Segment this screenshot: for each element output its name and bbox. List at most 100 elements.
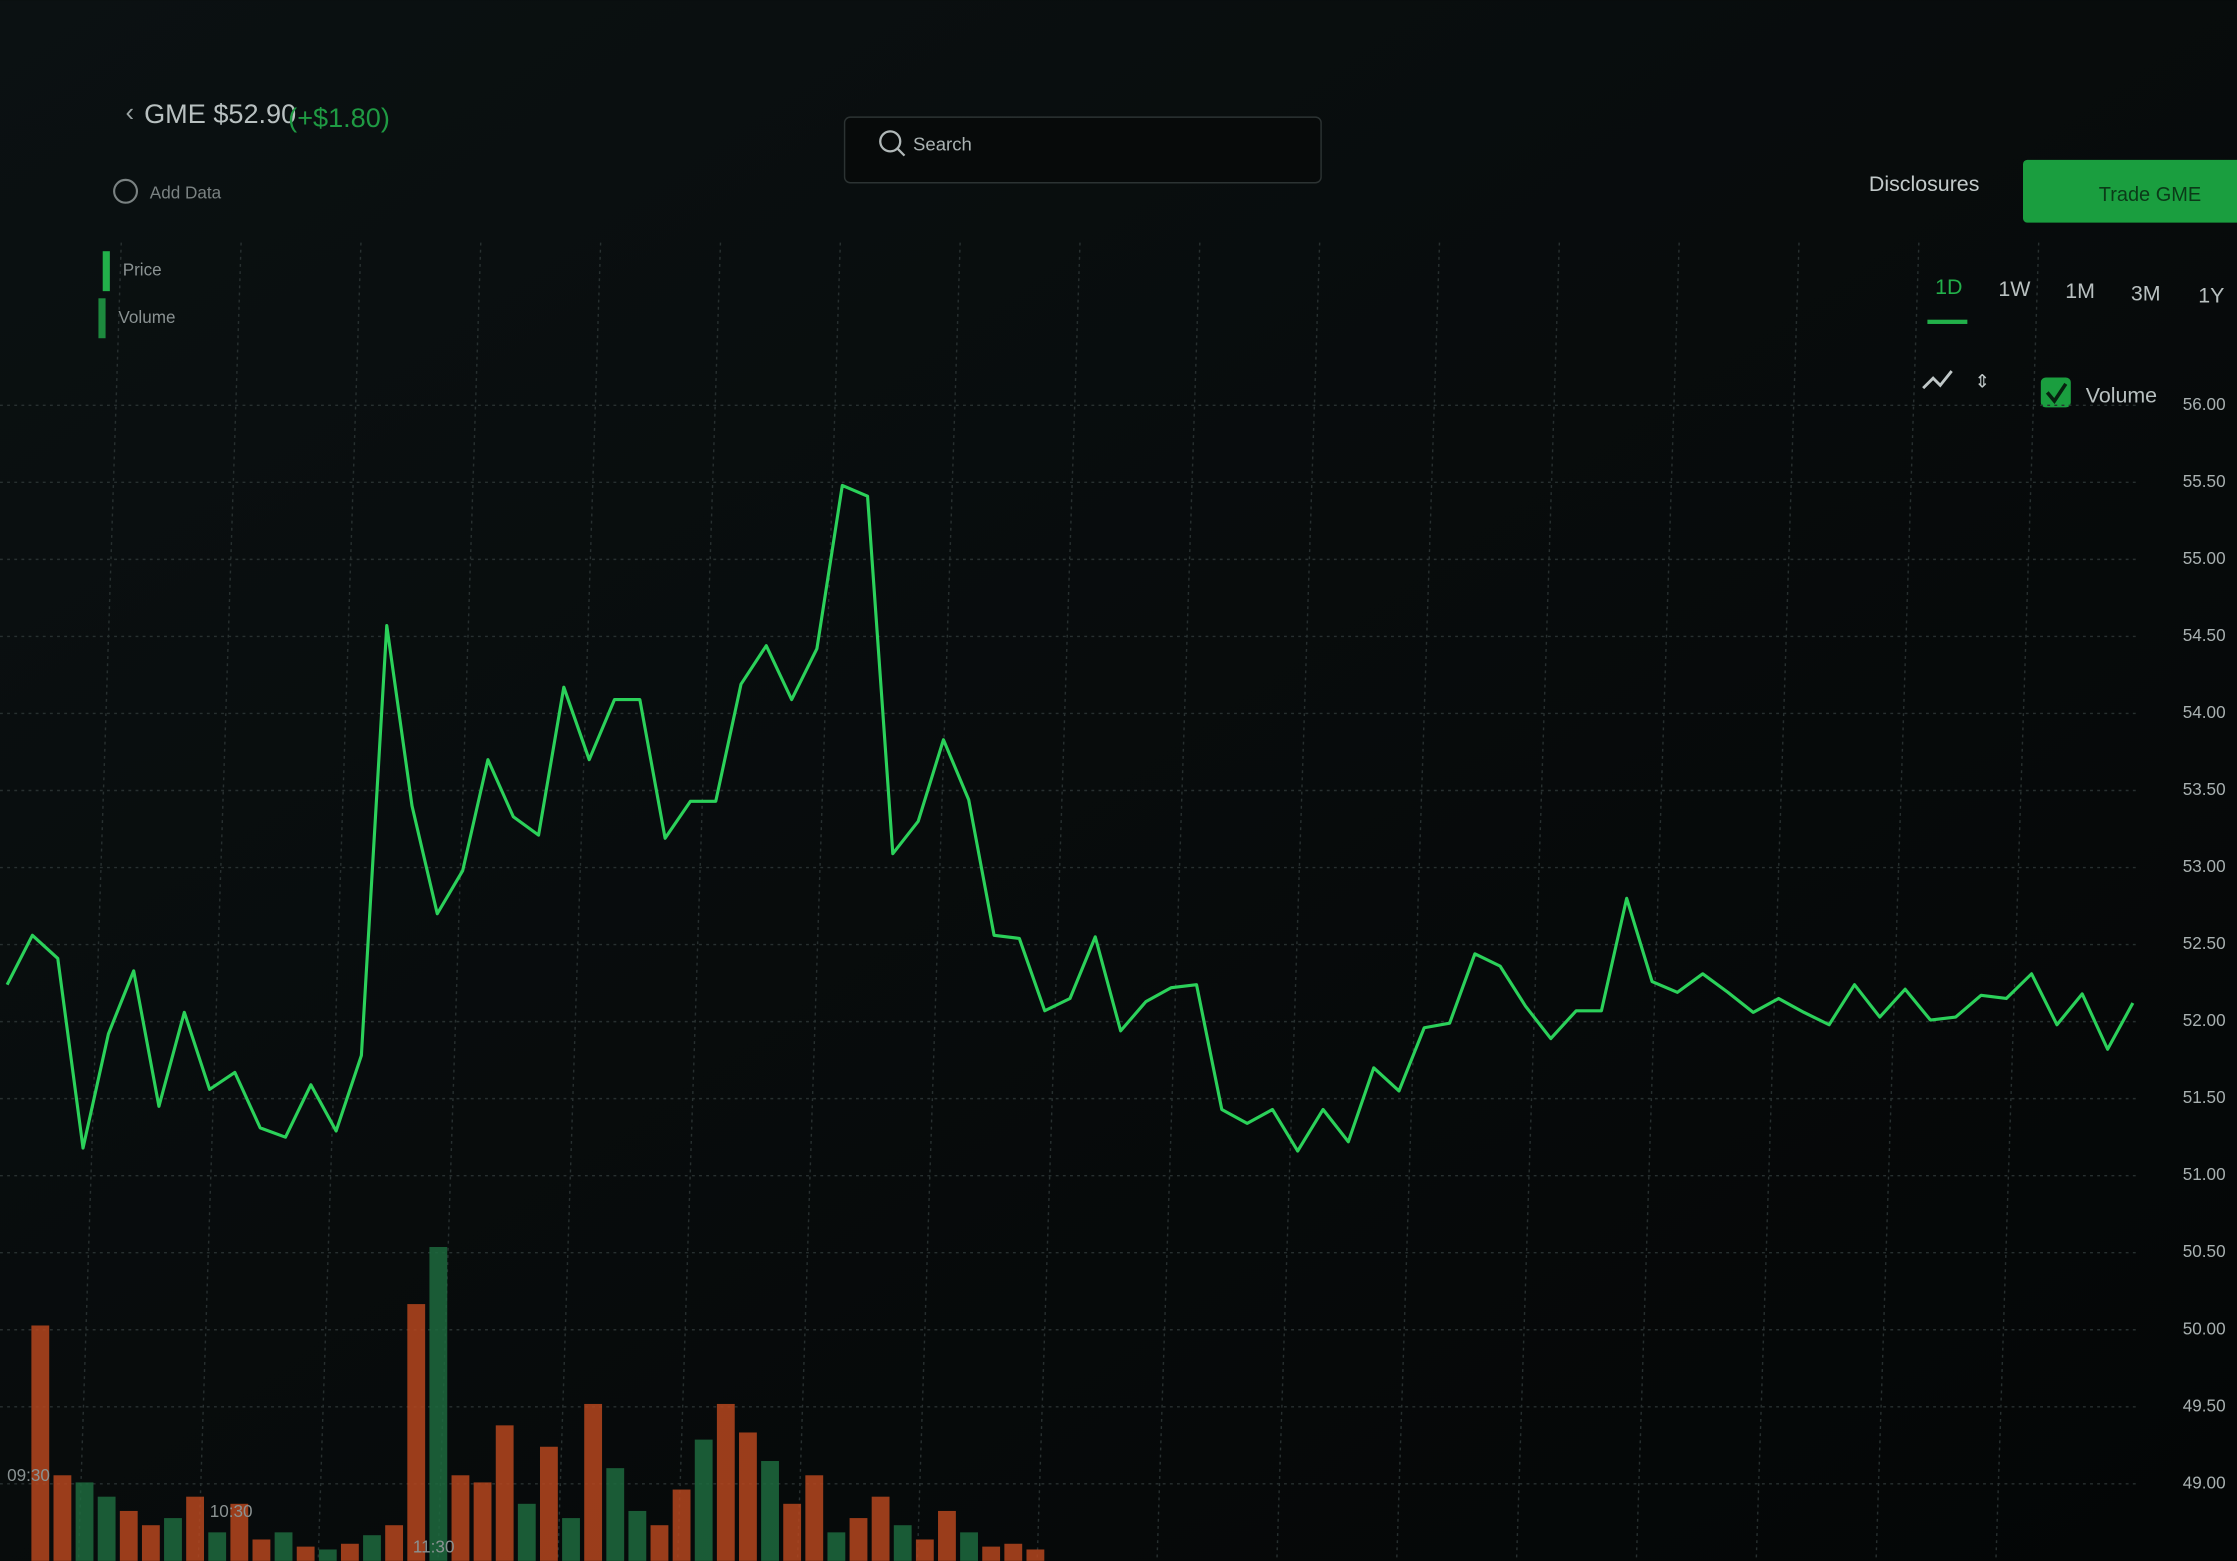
ticker-price: GME $52.90 xyxy=(144,98,296,129)
y-tick-label: 50.00 xyxy=(2183,1319,2226,1338)
legend-swatch[interactable] xyxy=(98,298,106,339)
volume-bar xyxy=(960,1532,978,1561)
y-tick-label: 53.00 xyxy=(2183,857,2226,876)
vertical-grid xyxy=(1755,242,1800,1561)
search-placeholder: Search xyxy=(913,134,972,155)
range-button[interactable]: 1M xyxy=(2065,279,2095,303)
volume-bar xyxy=(230,1503,249,1561)
vertical-grid xyxy=(1036,242,1081,1561)
volume-bar xyxy=(318,1549,337,1561)
range-button[interactable]: 1W xyxy=(1998,277,2031,301)
volume-bar xyxy=(1026,1549,1045,1561)
vertical-grid xyxy=(557,242,602,1561)
vertical-grid xyxy=(796,242,842,1561)
range-button[interactable]: 1D xyxy=(1935,275,1962,299)
volume-bar xyxy=(31,1325,50,1561)
volume-bar xyxy=(363,1535,381,1561)
y-tick-label: 53.50 xyxy=(2183,780,2226,799)
add-data[interactable]: Add Data xyxy=(150,184,222,203)
range-underline xyxy=(1927,319,1968,324)
legend-swatch[interactable] xyxy=(102,251,110,292)
volume-bar xyxy=(495,1425,514,1561)
volume-bar xyxy=(893,1525,912,1561)
volume-bar xyxy=(871,1496,890,1561)
range-button[interactable]: 1Y xyxy=(2198,284,2224,308)
trade-button-label[interactable]: Trade GME xyxy=(2099,184,2201,206)
search-icon xyxy=(879,130,902,153)
volume-bar xyxy=(827,1532,846,1561)
legend-label[interactable]: Price xyxy=(123,261,162,280)
volume-bar xyxy=(915,1539,934,1561)
y-tick-label: 54.50 xyxy=(2183,626,2226,645)
legend-label[interactable]: Volume xyxy=(118,308,175,327)
volume-bar xyxy=(451,1475,470,1561)
volume-bar xyxy=(473,1482,492,1561)
volume-bar xyxy=(75,1482,94,1561)
vertical-grid xyxy=(1995,242,2040,1561)
vertical-grid xyxy=(1875,242,1920,1561)
y-tick-label: 51.50 xyxy=(2183,1088,2226,1107)
volume-bar xyxy=(164,1518,182,1561)
chart-type-icon[interactable] xyxy=(1922,370,1953,390)
volume-bar xyxy=(783,1503,802,1561)
volume-bar xyxy=(628,1510,647,1561)
volume-bar xyxy=(606,1468,625,1561)
vertical-grid xyxy=(1635,242,1680,1561)
price-line xyxy=(5,483,2135,1153)
volume-bar xyxy=(761,1461,779,1561)
volume-bar xyxy=(186,1496,205,1561)
volume-bar xyxy=(849,1518,868,1561)
back-arrow[interactable]: ‹ xyxy=(126,99,135,127)
vertical-grid xyxy=(1276,242,1321,1561)
volume-bar xyxy=(407,1304,426,1561)
vertical-grid xyxy=(197,242,242,1561)
y-tick-label: 52.00 xyxy=(2183,1011,2226,1030)
y-tick-label: 52.50 xyxy=(2183,934,2226,953)
vertical-grid xyxy=(77,242,122,1561)
volume-bar xyxy=(650,1525,669,1561)
vertical-grid xyxy=(916,242,961,1561)
chart-type-arrows[interactable]: ⇕ xyxy=(1974,370,1990,391)
volume-bar xyxy=(97,1496,116,1561)
volume-bar xyxy=(1004,1543,1023,1561)
vertical-grid xyxy=(676,242,722,1561)
volume-bar xyxy=(208,1532,227,1561)
y-tick-label: 50.50 xyxy=(2183,1242,2226,1261)
volume-bar xyxy=(672,1489,691,1561)
vertical-grid xyxy=(1156,242,1201,1561)
volume-bar xyxy=(517,1503,536,1561)
volume-bar xyxy=(938,1510,956,1561)
volume-bar xyxy=(562,1518,580,1561)
volume-bar xyxy=(119,1510,138,1561)
price-change: (+$1.80) xyxy=(288,102,390,133)
volume-bar xyxy=(739,1432,757,1561)
disclosures-link[interactable]: Disclosures xyxy=(1869,172,1979,196)
vertical-grid xyxy=(317,242,362,1561)
search-box[interactable] xyxy=(843,116,1322,184)
checkmark xyxy=(2045,382,2068,404)
y-tick-label: 49.50 xyxy=(2183,1396,2226,1415)
add-data-icon[interactable] xyxy=(113,178,139,204)
vertical-grid xyxy=(1395,242,1441,1561)
x-tick-label: 11:30 xyxy=(413,1538,455,1557)
vertical-grid xyxy=(1515,242,1561,1561)
volume-checkbox[interactable] xyxy=(2040,377,2071,408)
volume-bar xyxy=(274,1532,293,1561)
y-tick-label: 51.00 xyxy=(2183,1165,2226,1184)
y-tick-label: 56.00 xyxy=(2183,395,2226,414)
volume-bar xyxy=(539,1446,558,1561)
volume-bar xyxy=(429,1247,448,1561)
volume-bar xyxy=(584,1403,603,1561)
volume-bar xyxy=(141,1525,160,1561)
volume-bar xyxy=(716,1403,735,1561)
volume-bar xyxy=(805,1475,824,1561)
trade-button[interactable] xyxy=(2023,159,2237,223)
volume-toggle-label[interactable]: Volume xyxy=(2086,383,2157,407)
volume-bar xyxy=(252,1539,271,1561)
volume-bar xyxy=(296,1546,315,1561)
volume-bar xyxy=(53,1475,72,1561)
range-button[interactable]: 3M xyxy=(2131,281,2161,305)
x-tick-label: 09:30 xyxy=(7,1466,50,1485)
